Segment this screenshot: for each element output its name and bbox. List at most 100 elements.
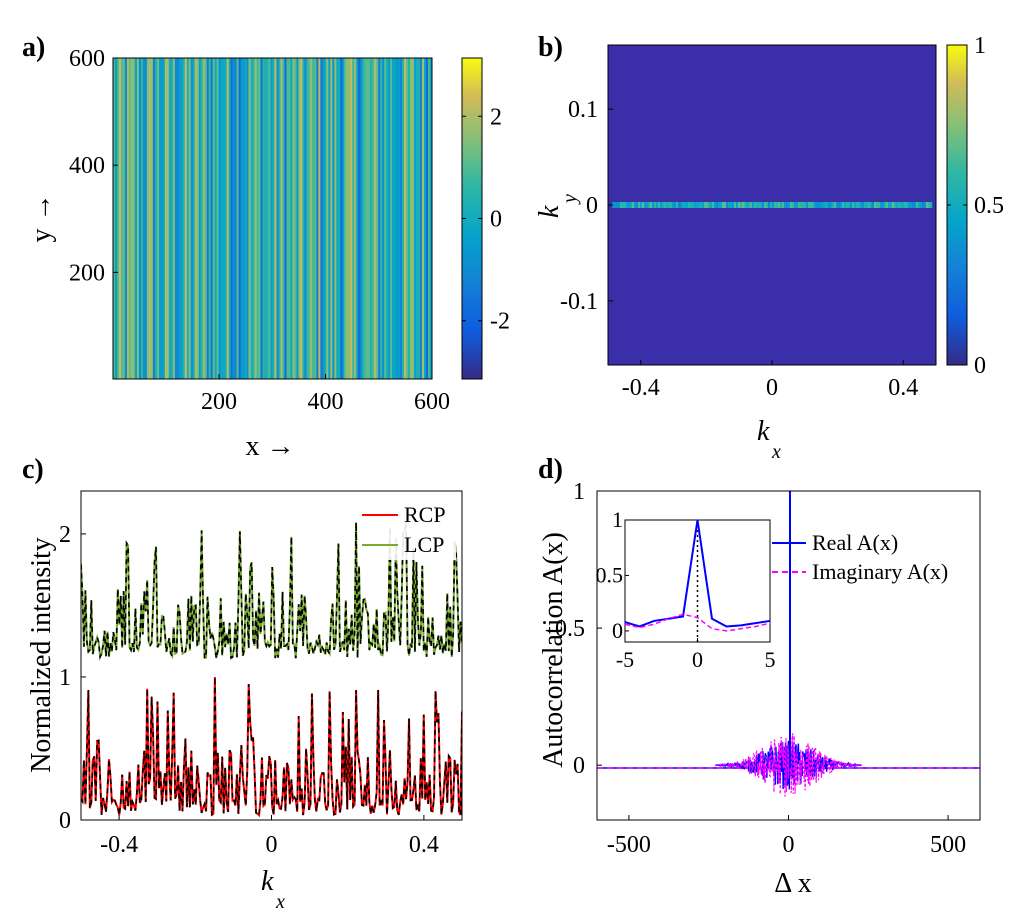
spectrum-pixel xyxy=(922,202,925,208)
spectrum-pixel xyxy=(616,202,619,208)
spectrum-pixel xyxy=(858,202,861,208)
spectrum-pixel xyxy=(838,202,841,208)
phase-stripe xyxy=(164,58,168,379)
phase-stripe xyxy=(352,58,355,379)
spectrum-pixel xyxy=(864,202,867,208)
phase-stripe xyxy=(184,58,188,379)
phase-stripe xyxy=(318,58,321,379)
spectrum-pixel xyxy=(700,202,703,208)
panel-d-ylabel: Autocorrelation A(x) xyxy=(538,532,569,768)
panel-b: b) -0.4 0 0.4-0.100.1 k x k y 00.51 xyxy=(534,32,1004,463)
x-tick-label: 0 xyxy=(783,832,795,858)
phase-stripe xyxy=(132,58,136,379)
spectrum-pixel xyxy=(720,202,723,208)
spectrum-pixel xyxy=(914,202,917,208)
phase-stripe xyxy=(264,58,267,379)
phase-stripe xyxy=(252,58,255,379)
y-tick-label: 0 xyxy=(573,753,585,779)
spectrum-pixel xyxy=(820,202,823,208)
phase-stripe xyxy=(146,58,150,379)
phase-stripe xyxy=(194,58,198,379)
legend-rcp-label: RCP xyxy=(404,502,446,527)
spectrum-pixel xyxy=(736,202,739,208)
spectrum-pixel xyxy=(688,202,691,208)
spectrum-pixel xyxy=(680,202,683,208)
phase-stripe xyxy=(380,58,383,379)
spectrum-pixel xyxy=(802,202,805,208)
spectrum-pixel xyxy=(876,202,879,208)
spectrum-pixel xyxy=(724,202,727,208)
phase-stripe xyxy=(374,58,377,379)
spectrum-pixel xyxy=(812,202,815,208)
phase-stripe xyxy=(212,58,216,379)
spectrum-pixel xyxy=(912,202,915,208)
spectrum-pixel xyxy=(884,202,887,208)
panel-c-xlabel: k x xyxy=(261,866,285,913)
spectrum-pixel xyxy=(790,202,793,208)
phase-stripe xyxy=(200,58,204,379)
spectrum-pixel xyxy=(752,202,755,208)
spectrum-pixel xyxy=(800,202,803,208)
phase-stripe xyxy=(348,58,351,379)
phase-stripe xyxy=(116,58,120,379)
spectrum-pixel xyxy=(868,202,871,208)
phase-stripe xyxy=(290,58,293,379)
spectrum-pixel xyxy=(806,202,809,208)
phase-stripe xyxy=(408,58,411,379)
y-tick-label: 1 xyxy=(573,479,585,505)
panel-a: a) 200 400 600 200 400 600 x → y → -2 0 2 xyxy=(22,32,510,462)
phase-stripe xyxy=(122,58,126,379)
y-tick-label: 600 xyxy=(69,46,105,72)
phase-stripe xyxy=(160,58,164,379)
spectrum-pixel xyxy=(792,202,795,208)
phase-stripe xyxy=(162,58,166,379)
spectrum-pixel xyxy=(690,202,693,208)
phase-stripe xyxy=(296,58,299,379)
spectrum-pixel xyxy=(848,202,851,208)
phase-stripe xyxy=(156,58,160,379)
y-tick-label: 0 xyxy=(586,193,598,219)
x-tick-label: 0.4 xyxy=(888,375,918,401)
spectrum-pixel xyxy=(856,202,859,208)
phase-stripe xyxy=(330,58,333,379)
x-tick-label: 400 xyxy=(307,389,343,415)
spectrum-pixel xyxy=(656,202,659,208)
spectrum-pixel xyxy=(930,202,933,208)
phase-stripe xyxy=(113,58,116,379)
panel-b-xlabel: k x xyxy=(757,416,781,463)
phase-stripe xyxy=(378,58,381,379)
phase-stripe xyxy=(324,58,327,379)
spectrum-pixel xyxy=(684,202,687,208)
x-tick-label: 600 xyxy=(414,389,450,415)
spectrum-pixel xyxy=(768,202,771,208)
spectrum-pixel xyxy=(846,202,849,208)
phase-stripe xyxy=(228,58,232,379)
phase-stripe xyxy=(312,58,315,379)
spectrum-pixel xyxy=(784,202,787,208)
spectrum-pixel xyxy=(776,202,779,208)
phase-stripe xyxy=(158,58,162,379)
spectrum-pixel xyxy=(658,202,661,208)
phase-stripe xyxy=(346,58,349,379)
phase-stripe xyxy=(356,58,359,379)
y-tick-label: -0.1 xyxy=(560,289,598,315)
spectrum-pixel xyxy=(670,202,673,208)
phase-stripe xyxy=(140,58,144,379)
phase-stripe xyxy=(272,58,275,379)
phase-stripe xyxy=(298,58,301,379)
y-tick-label: 2 xyxy=(59,522,71,548)
panel-c-label: c) xyxy=(22,454,44,485)
y-tick-label: 400 xyxy=(69,153,105,179)
series-rcp-fit xyxy=(81,676,462,817)
phase-stripe xyxy=(338,58,341,379)
phase-stripe xyxy=(294,58,297,379)
phase-stripe xyxy=(172,58,176,379)
panel-c: c) -0.4 0 0.4 0 1 2 RCP LCP k x Normalized in… xyxy=(22,454,463,913)
panel-b-ticks: -0.4 0 0.4 -0.1 0 0.1 xyxy=(560,97,918,401)
phase-stripe xyxy=(280,58,283,379)
inset-x-tick-label: 0 xyxy=(692,647,703,672)
legend-real-label: Real A(x) xyxy=(812,530,898,555)
phase-stripe xyxy=(344,58,347,379)
spectrum-pixel xyxy=(682,202,685,208)
x-tick-label: 0 xyxy=(266,832,278,858)
